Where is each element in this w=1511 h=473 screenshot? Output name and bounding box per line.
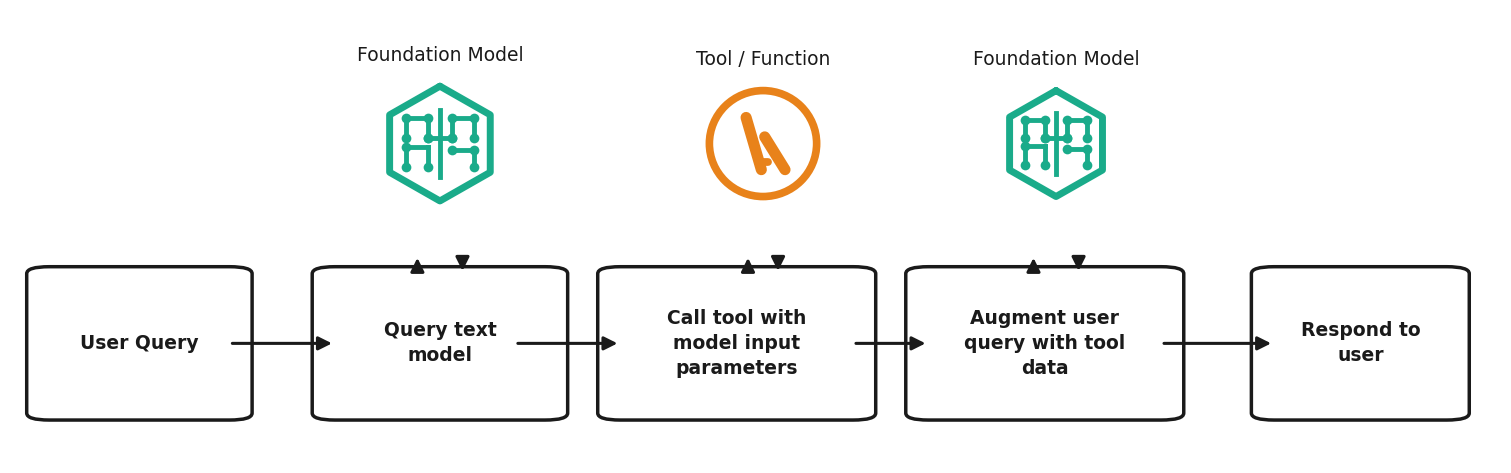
FancyBboxPatch shape xyxy=(1251,267,1469,420)
FancyBboxPatch shape xyxy=(598,267,876,420)
Text: Foundation Model: Foundation Model xyxy=(357,45,523,65)
Text: Query text
model: Query text model xyxy=(384,321,496,365)
Text: Augment user
query with tool
data: Augment user query with tool data xyxy=(964,309,1126,378)
Text: User Query: User Query xyxy=(80,334,199,353)
Text: Respond to
user: Respond to user xyxy=(1301,321,1420,365)
Text: Tool / Function: Tool / Function xyxy=(697,50,830,69)
Text: Foundation Model: Foundation Model xyxy=(973,50,1139,69)
FancyBboxPatch shape xyxy=(27,267,252,420)
FancyBboxPatch shape xyxy=(905,267,1183,420)
Text: Call tool with
model input
parameters: Call tool with model input parameters xyxy=(666,309,807,378)
FancyBboxPatch shape xyxy=(313,267,568,420)
